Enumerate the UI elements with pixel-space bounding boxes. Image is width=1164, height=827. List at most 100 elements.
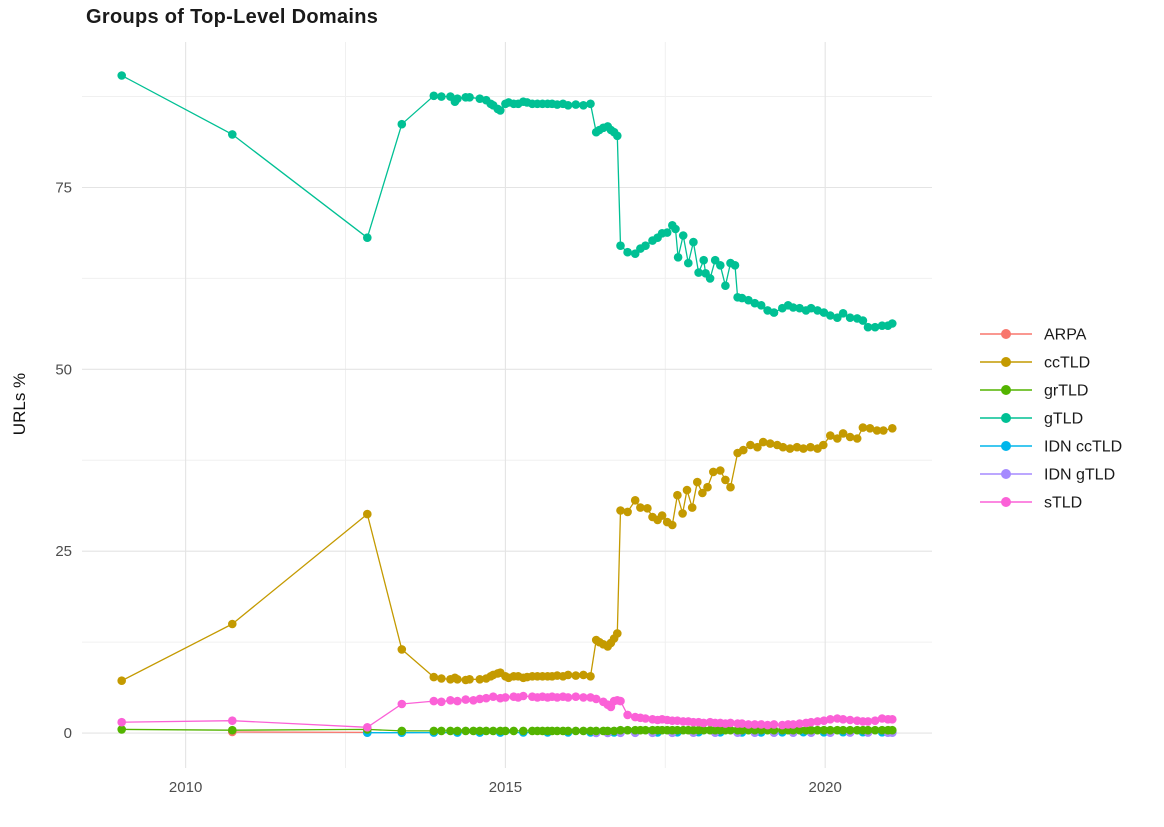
data-point-cctld — [703, 482, 712, 492]
data-point-grtld — [737, 725, 747, 735]
data-point-stld — [806, 717, 816, 727]
legend-key-point-grtld — [1001, 385, 1011, 395]
legend-label-idn-gtld: IDN gTLD — [1044, 467, 1115, 484]
data-point-gtld — [363, 233, 372, 242]
data-point-cctld — [616, 506, 625, 515]
data-point-stld — [750, 720, 760, 729]
data-point-grtld — [397, 726, 407, 736]
data-point-stld — [826, 715, 835, 724]
series-stld — [117, 691, 897, 732]
data-point-stld — [870, 716, 880, 725]
series-line-cctld — [121, 426, 893, 682]
data-point-grtld — [429, 726, 439, 736]
data-point-stld — [616, 696, 625, 706]
data-point-gtld — [496, 106, 505, 115]
data-point-gtld — [684, 258, 693, 268]
legend-item-idn-gtld: IDN gTLD — [980, 467, 1115, 484]
data-point-cctld — [563, 670, 573, 680]
data-point-stld — [437, 697, 446, 707]
data-point-grtld — [117, 725, 126, 734]
data-point-gtld — [721, 281, 730, 291]
data-point-grtld — [806, 725, 816, 735]
data-point-stld — [737, 719, 747, 728]
data-point-gtld — [616, 241, 625, 250]
data-point-grtld — [845, 725, 855, 735]
data-point-cctld — [785, 444, 795, 453]
legend-key-point-idn-gtld — [1001, 469, 1011, 479]
legend-item-stld: sTLD — [980, 495, 1082, 512]
data-point-grtld — [579, 726, 588, 736]
data-point-cctld — [888, 424, 897, 433]
data-point-cctld — [806, 442, 815, 452]
data-point-gtld — [117, 71, 126, 80]
x-tick-label: 2020 — [809, 779, 842, 796]
data-point-stld — [699, 718, 708, 728]
data-point-cctld — [833, 434, 842, 443]
data-point-gtld — [888, 319, 897, 328]
data-point-grtld — [870, 725, 880, 735]
data-point-grtld — [603, 726, 612, 736]
data-point-cctld — [709, 467, 718, 477]
data-point-stld — [469, 696, 478, 705]
data-point-cctld — [397, 645, 407, 654]
data-point-gtld — [870, 322, 880, 332]
data-point-grtld — [641, 725, 650, 735]
data-point-stld — [641, 714, 650, 723]
data-point-stld — [769, 720, 779, 729]
data-point-cctld — [678, 509, 687, 518]
data-point-gtld — [744, 295, 753, 305]
data-point-stld — [117, 717, 126, 727]
data-point-stld — [488, 692, 498, 701]
data-point-gtld — [838, 309, 848, 318]
data-point-cctld — [579, 670, 588, 680]
data-point-gtld — [397, 119, 407, 129]
data-point-cctld — [778, 442, 788, 452]
data-point-grtld — [863, 725, 873, 735]
data-point-gtld — [699, 255, 708, 265]
gridlines — [82, 42, 932, 768]
y-tick-label: 0 — [64, 725, 72, 742]
data-point-grtld — [488, 726, 498, 736]
data-point-cctld — [613, 629, 622, 638]
data-point-cctld — [429, 672, 439, 682]
data-point-gtld — [769, 308, 779, 317]
data-point-cctld — [819, 440, 828, 450]
data-point-grtld — [826, 725, 835, 735]
data-point-cctld — [838, 429, 848, 438]
data-point-grtld — [888, 725, 897, 735]
data-point-gtld — [819, 308, 829, 317]
legend-item-arpa: ARPA — [980, 327, 1087, 344]
data-point-cctld — [643, 504, 652, 513]
data-point-gtld — [641, 241, 650, 250]
series-line-gtld — [121, 74, 893, 328]
legend-item-grtld: grTLD — [980, 383, 1088, 400]
x-tick-label: 2010 — [169, 779, 202, 796]
data-point-cctld — [858, 423, 868, 432]
chart-title: Groups of Top-Level Domains — [86, 6, 379, 28]
legend-key-point-stld — [1001, 497, 1011, 507]
data-point-gtld — [563, 101, 573, 110]
data-point-cctld — [437, 674, 446, 683]
data-point-stld — [571, 692, 581, 701]
data-point-gtld — [623, 247, 632, 257]
data-point-grtld — [563, 726, 573, 736]
data-point-gtld — [429, 91, 439, 101]
data-point-stld — [863, 717, 873, 726]
legend-label-idn-cctld: IDN ccTLD — [1044, 439, 1122, 456]
data-point-stld — [519, 691, 528, 701]
data-point-cctld — [746, 440, 755, 450]
data-point-cctld — [630, 496, 640, 505]
data-point-stld — [453, 696, 462, 706]
data-point-stld — [397, 699, 407, 709]
y-tick-label: 25 — [55, 543, 72, 560]
data-point-stld — [813, 717, 822, 726]
x-tick-label: 2015 — [489, 779, 522, 796]
data-point-grtld — [446, 726, 455, 736]
data-point-cctld — [698, 488, 707, 498]
data-point-stld — [888, 715, 897, 724]
data-point-cctld — [657, 511, 667, 520]
data-point-cctld — [879, 426, 888, 435]
data-point-cctld — [753, 442, 762, 452]
data-point-stld — [838, 715, 848, 724]
data-point-gtld — [730, 261, 740, 270]
